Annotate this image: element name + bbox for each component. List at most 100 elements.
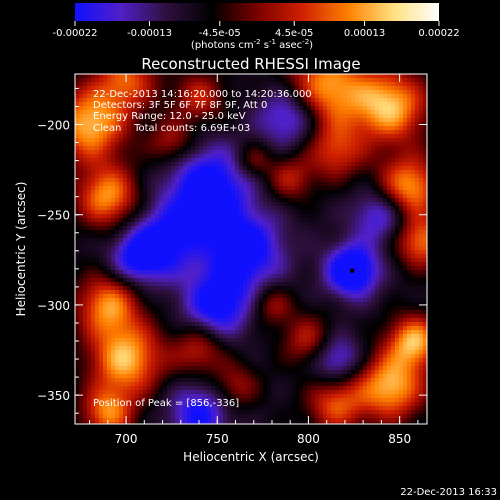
heatmap-cell [159, 174, 163, 178]
heatmap-cell [275, 158, 279, 162]
heatmap-cell [319, 154, 323, 158]
heatmap-cell [407, 274, 411, 278]
heatmap-cell [91, 170, 95, 174]
heatmap-cell [371, 78, 375, 82]
heatmap-cell [107, 286, 111, 290]
heatmap-cell [343, 190, 347, 194]
heatmap-cell [103, 238, 107, 242]
heatmap-cell [307, 122, 311, 126]
heatmap-cell [83, 190, 87, 194]
heatmap-cell [411, 82, 415, 86]
heatmap-cell [219, 242, 223, 246]
heatmap-cell [403, 86, 407, 90]
heatmap-cell [155, 170, 159, 174]
heatmap-cell [91, 190, 95, 194]
heatmap-cell [307, 198, 311, 202]
heatmap-cell [167, 110, 171, 114]
heatmap-cell [219, 290, 223, 294]
heatmap-cell [423, 142, 427, 146]
heatmap-cell [243, 286, 247, 290]
heatmap-cell [375, 230, 379, 234]
heatmap-cell [167, 250, 171, 254]
heatmap-cell [207, 270, 211, 274]
heatmap-cell [191, 234, 195, 238]
heatmap-cell [399, 90, 403, 94]
heatmap-cell [199, 134, 203, 138]
heatmap-cell [231, 110, 235, 114]
heatmap-cell [331, 198, 335, 202]
heatmap-cell [323, 130, 327, 134]
heatmap-cell [203, 290, 207, 294]
heatmap-cell [327, 286, 331, 290]
heatmap-cell [339, 278, 343, 282]
heatmap-cell [99, 78, 103, 82]
heatmap-cell [367, 122, 371, 126]
heatmap-cell [195, 238, 199, 242]
heatmap-cell [331, 170, 335, 174]
heatmap-cell [91, 246, 95, 250]
heatmap-cell [195, 102, 199, 106]
heatmap-cell [303, 142, 307, 146]
heatmap-cell [223, 82, 227, 86]
heatmap-cell [327, 102, 331, 106]
heatmap-cell [387, 274, 391, 278]
heatmap-cell [299, 182, 303, 186]
heatmap-cell [167, 138, 171, 142]
heatmap-cell [423, 206, 427, 210]
heatmap-cell [275, 246, 279, 250]
heatmap-cell [327, 282, 331, 286]
heatmap-cell [331, 126, 335, 130]
heatmap-cell [159, 282, 163, 286]
heatmap-cell [299, 206, 303, 210]
heatmap-cell [115, 110, 119, 114]
heatmap-cell [203, 142, 207, 146]
heatmap-cell [407, 182, 411, 186]
heatmap-cell [283, 274, 287, 278]
heatmap-cell [295, 114, 299, 118]
heatmap-cell [335, 74, 339, 78]
heatmap-cell [211, 270, 215, 274]
heatmap-cell [311, 178, 315, 182]
heatmap-cell [371, 230, 375, 234]
heatmap-cell [215, 206, 219, 210]
heatmap-cell [399, 194, 403, 198]
heatmap-cell [119, 130, 123, 134]
heatmap-cell [131, 142, 135, 146]
heatmap-cell [275, 218, 279, 222]
heatmap-cell [191, 214, 195, 218]
heatmap-cell [259, 78, 263, 82]
heatmap-cell [103, 194, 107, 198]
heatmap-cell [247, 214, 251, 218]
heatmap-cell [215, 286, 219, 290]
heatmap-cell [147, 186, 151, 190]
heatmap-cell [303, 122, 307, 126]
heatmap-cell [395, 202, 399, 206]
heatmap-cell [187, 94, 191, 98]
heatmap-cell [239, 218, 243, 222]
heatmap-cell [199, 258, 203, 262]
heatmap-cell [183, 218, 187, 222]
heatmap-cell [151, 110, 155, 114]
heatmap-cell [307, 246, 311, 250]
heatmap-cell [199, 270, 203, 274]
heatmap-cell [199, 102, 203, 106]
heatmap-cell [335, 78, 339, 82]
heatmap-cell [391, 294, 395, 298]
heatmap-cell [259, 146, 263, 150]
heatmap-cell [359, 162, 363, 166]
heatmap-cell [355, 270, 359, 274]
heatmap-cell [339, 130, 343, 134]
heatmap-cell [251, 82, 255, 86]
heatmap-cell [203, 218, 207, 222]
heatmap-cell [235, 122, 239, 126]
heatmap-cell [291, 262, 295, 266]
heatmap-cell [359, 122, 363, 126]
heatmap-cell [351, 186, 355, 190]
heatmap-cell [183, 82, 187, 86]
heatmap-cell [167, 118, 171, 122]
heatmap-cell [375, 158, 379, 162]
heatmap-cell [75, 118, 79, 122]
heatmap-cell [171, 150, 175, 154]
heatmap-cell [167, 102, 171, 106]
heatmap-cell [99, 126, 103, 130]
